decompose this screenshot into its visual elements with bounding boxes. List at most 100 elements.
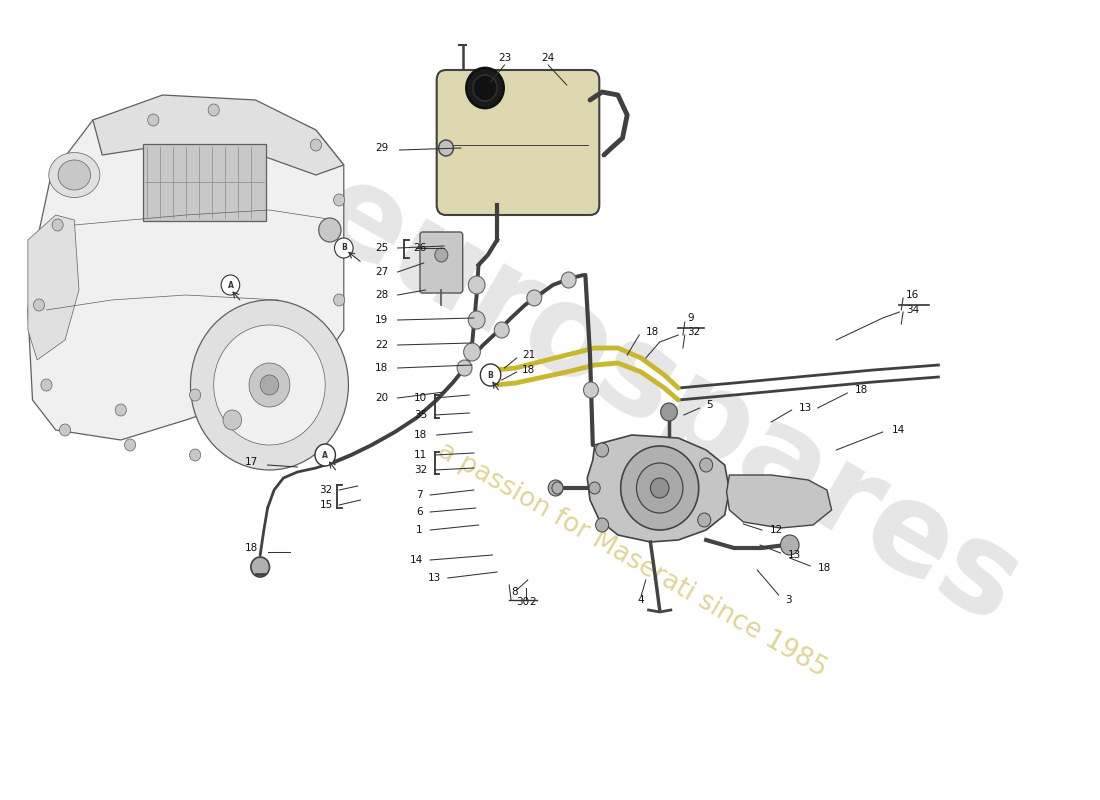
Circle shape — [583, 382, 598, 398]
Text: 18: 18 — [375, 363, 388, 373]
Text: eurospares: eurospares — [297, 150, 1042, 650]
Text: 13: 13 — [799, 403, 812, 413]
Ellipse shape — [48, 153, 100, 198]
Text: 3: 3 — [785, 595, 792, 605]
Text: B: B — [487, 370, 494, 379]
Text: 6: 6 — [416, 507, 422, 517]
Polygon shape — [92, 95, 344, 175]
Circle shape — [223, 410, 242, 430]
Circle shape — [315, 444, 336, 466]
Polygon shape — [28, 100, 344, 440]
Circle shape — [458, 360, 472, 376]
Text: 23: 23 — [498, 53, 512, 63]
Circle shape — [116, 404, 127, 416]
Text: 32: 32 — [688, 327, 701, 337]
Text: 1: 1 — [416, 525, 422, 535]
Circle shape — [334, 238, 353, 258]
Circle shape — [439, 140, 453, 156]
Circle shape — [124, 439, 135, 451]
Polygon shape — [727, 475, 832, 528]
Circle shape — [552, 482, 563, 494]
Circle shape — [434, 248, 448, 262]
Ellipse shape — [58, 160, 90, 190]
Circle shape — [527, 290, 541, 306]
Text: 18: 18 — [415, 430, 428, 440]
Circle shape — [189, 389, 200, 401]
Text: 32: 32 — [319, 485, 332, 495]
Text: 18: 18 — [817, 563, 830, 573]
Text: 14: 14 — [892, 425, 905, 435]
Circle shape — [189, 449, 200, 461]
Text: 35: 35 — [415, 410, 428, 420]
Text: 18: 18 — [646, 327, 659, 337]
Text: A: A — [228, 281, 233, 290]
Text: 18: 18 — [855, 385, 868, 395]
FancyBboxPatch shape — [437, 70, 600, 215]
Text: 26: 26 — [414, 243, 427, 253]
Text: a passion for Maserati since 1985: a passion for Maserati since 1985 — [432, 438, 830, 682]
Circle shape — [620, 446, 698, 530]
Text: B: B — [341, 243, 346, 253]
Text: 5: 5 — [706, 400, 713, 410]
Circle shape — [650, 478, 669, 498]
FancyBboxPatch shape — [420, 232, 463, 293]
Text: 18: 18 — [522, 365, 536, 375]
Circle shape — [190, 300, 349, 470]
Text: 22: 22 — [375, 340, 388, 350]
Circle shape — [41, 379, 52, 391]
Text: 15: 15 — [319, 500, 332, 510]
Text: 21: 21 — [522, 350, 536, 360]
Text: 27: 27 — [375, 267, 388, 277]
Circle shape — [466, 68, 504, 108]
Circle shape — [700, 458, 713, 472]
Text: 17: 17 — [245, 457, 258, 467]
Text: 10: 10 — [415, 393, 428, 403]
Text: 29: 29 — [375, 143, 388, 153]
Text: 9: 9 — [688, 313, 694, 323]
Circle shape — [590, 482, 601, 494]
Circle shape — [661, 403, 678, 421]
Polygon shape — [28, 215, 79, 360]
Circle shape — [319, 218, 341, 242]
Text: 11: 11 — [415, 450, 428, 460]
Text: 25: 25 — [375, 243, 388, 253]
Circle shape — [213, 325, 326, 445]
Circle shape — [261, 375, 278, 395]
Text: 13: 13 — [788, 550, 801, 560]
Text: 13: 13 — [428, 573, 441, 583]
Circle shape — [548, 480, 563, 496]
Circle shape — [561, 272, 576, 288]
Text: 20: 20 — [375, 393, 388, 403]
Text: 32: 32 — [415, 465, 428, 475]
Circle shape — [781, 535, 799, 555]
Text: 16: 16 — [906, 290, 920, 300]
Text: A: A — [322, 450, 328, 459]
Text: 14: 14 — [409, 555, 422, 565]
Circle shape — [473, 75, 497, 101]
Polygon shape — [587, 435, 729, 542]
Circle shape — [469, 276, 485, 294]
Circle shape — [33, 299, 45, 311]
Circle shape — [249, 363, 290, 407]
Circle shape — [310, 139, 321, 151]
Circle shape — [147, 114, 158, 126]
Circle shape — [333, 194, 344, 206]
Text: 34: 34 — [906, 305, 920, 315]
Circle shape — [697, 513, 711, 527]
Text: 18: 18 — [245, 543, 258, 553]
Circle shape — [481, 364, 500, 386]
Circle shape — [59, 424, 70, 436]
Circle shape — [463, 343, 481, 361]
Text: 7: 7 — [416, 490, 422, 500]
Text: 2: 2 — [529, 597, 536, 607]
Text: 28: 28 — [375, 290, 388, 300]
Circle shape — [469, 311, 485, 329]
Circle shape — [494, 322, 509, 338]
Text: 24: 24 — [541, 53, 554, 63]
Circle shape — [221, 275, 240, 295]
Text: 8: 8 — [512, 587, 518, 597]
Text: 4: 4 — [638, 595, 645, 605]
Circle shape — [208, 104, 219, 116]
Circle shape — [595, 518, 608, 532]
Text: 19: 19 — [375, 315, 388, 325]
